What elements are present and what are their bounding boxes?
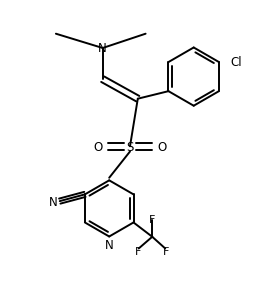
Text: O: O [158,141,167,154]
Text: N: N [98,42,107,55]
Text: S: S [126,141,134,154]
Text: N: N [105,239,114,252]
Text: O: O [93,141,102,154]
Text: Cl: Cl [231,56,242,69]
Text: F: F [135,246,141,257]
Text: F: F [163,246,170,257]
Text: F: F [149,214,155,225]
Text: N: N [49,196,58,209]
